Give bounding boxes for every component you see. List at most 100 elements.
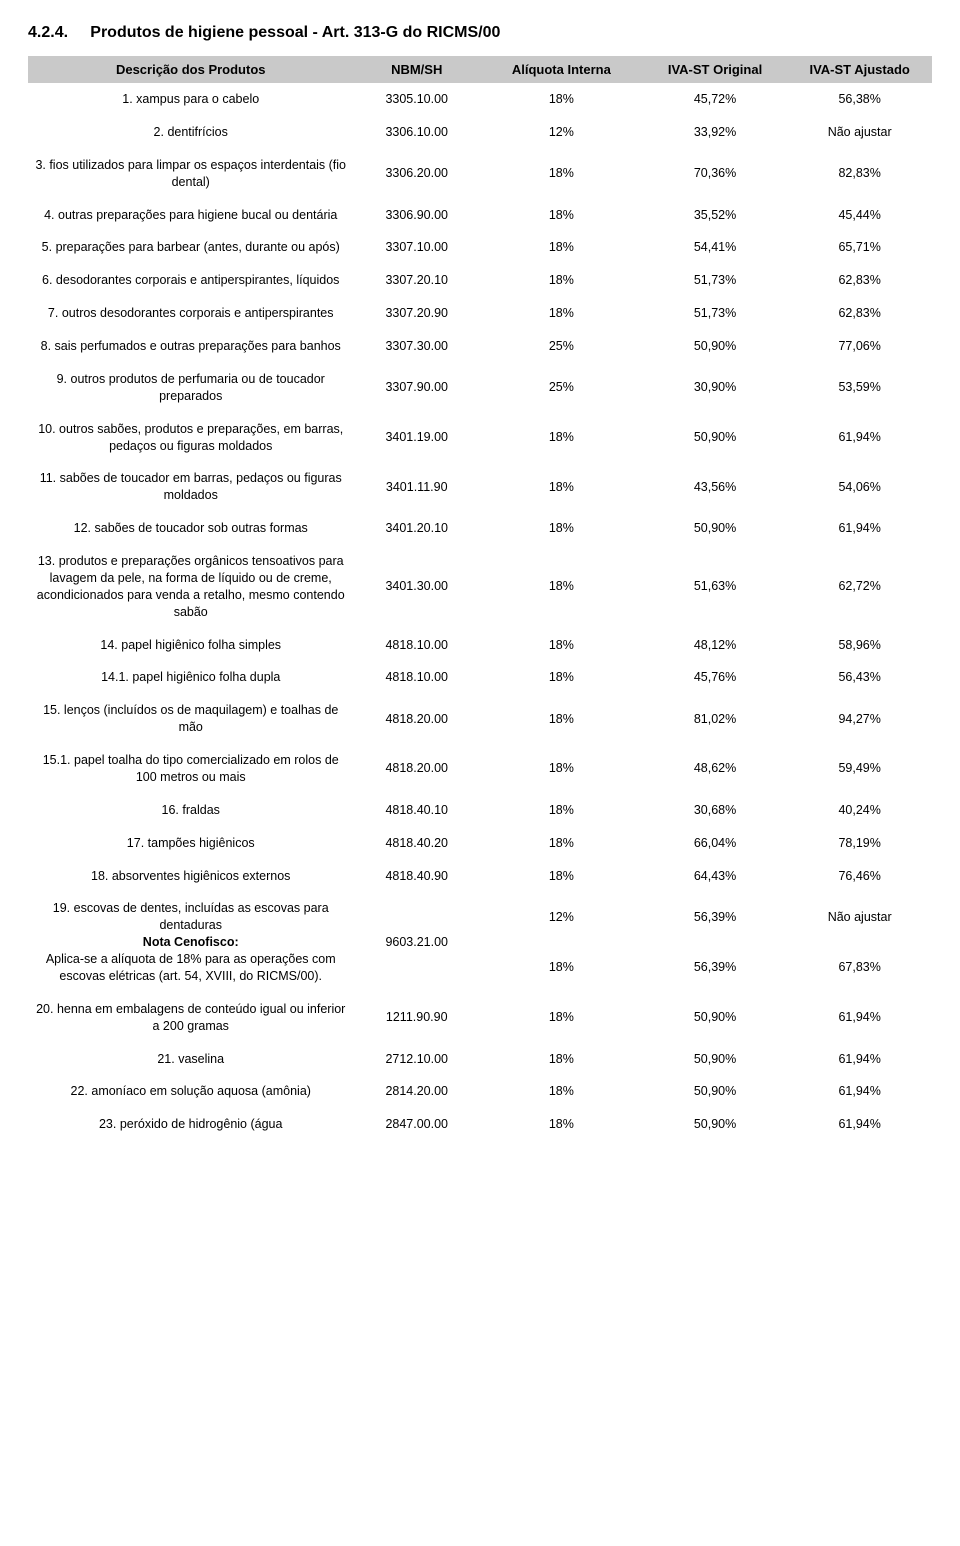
cell-iva-original: 50,90% (643, 1075, 788, 1108)
cell-iva-original: 30,68% (643, 794, 788, 827)
cell-iva-original: 51,73% (643, 264, 788, 297)
cell-desc: 15.1. papel toalha do tipo comercializad… (28, 744, 353, 794)
table-row: 3. fios utilizados para limpar os espaço… (28, 149, 932, 199)
col-iva-original: IVA-ST Original (643, 56, 788, 83)
table-row: 9. outros produtos de perfumaria ou de t… (28, 363, 932, 413)
cell-nbm: 4818.40.90 (353, 860, 480, 893)
cell-desc: 6. desodorantes corporais e antiperspira… (28, 264, 353, 297)
cell-nbm: 3307.30.00 (353, 330, 480, 363)
cell-iva-ajustado: 77,06% (787, 330, 932, 363)
cell-aliq: 12% (480, 116, 643, 149)
cell-nbm: 4818.20.00 (353, 744, 480, 794)
cell-iva-ajustado: Não ajustar (787, 116, 932, 149)
cell-iva-original: 30,90% (643, 363, 788, 413)
cell-iva-ajustado: 76,46% (787, 860, 932, 893)
cell-aliq: 18% (480, 827, 643, 860)
cell-aliq: 18% (480, 149, 643, 199)
cell-iva-ajustado: 54,06% (787, 462, 932, 512)
cell-nbm: 3306.20.00 (353, 149, 480, 199)
cell-aliq: 18% (480, 297, 643, 330)
cell-aliq: 18% (480, 462, 643, 512)
cell-iva-ajustado: 61,94% (787, 413, 932, 463)
cell-iva-original: 48,62% (643, 744, 788, 794)
cell-nbm: 4818.40.10 (353, 794, 480, 827)
cell-iva-original: 50,90% (643, 413, 788, 463)
cell-aliq: 18% (480, 1075, 643, 1108)
cell-iva-ajustado: 94,27% (787, 694, 932, 744)
cell-desc: 21. vaselina (28, 1043, 353, 1076)
cell-desc: 8. sais perfumados e outras preparações … (28, 330, 353, 363)
table-row: 5. preparações para barbear (antes, dura… (28, 231, 932, 264)
cell-nbm: 4818.20.00 (353, 694, 480, 744)
cell-iva-original: 50,90% (643, 330, 788, 363)
cell-aliq: 18% (480, 860, 643, 893)
cell-iva-original: 66,04% (643, 827, 788, 860)
cell-iva-ajustado: 61,94% (787, 993, 932, 1043)
cell-iva-original: 70,36% (643, 149, 788, 199)
cell-iva-ajustado: 65,71% (787, 231, 932, 264)
cell-aliq: 18% (480, 512, 643, 545)
cell-desc: 11. sabões de toucador em barras, pedaço… (28, 462, 353, 512)
cell-iva-ajustado: 62,72% (787, 545, 932, 629)
cell-desc: 3. fios utilizados para limpar os espaço… (28, 149, 353, 199)
cell-aliq: 18% (480, 1108, 643, 1141)
cell-aliq: 18% (480, 545, 643, 629)
cell-nbm: 2814.20.00 (353, 1075, 480, 1108)
cell-desc: 14. papel higiênico folha simples (28, 629, 353, 662)
table-row: 11. sabões de toucador em barras, pedaço… (28, 462, 932, 512)
cell-aliq: 18% (480, 1043, 643, 1076)
cell-aliq: 18% (480, 199, 643, 232)
table-row: 18. absorventes higiênicos externos4818.… (28, 860, 932, 893)
cell-iva-ajustado: 40,24% (787, 794, 932, 827)
cell-iva-ajustado: 61,94% (787, 1075, 932, 1108)
cell-iva-original: 50,90% (643, 1108, 788, 1141)
cell-aliq: 18% (480, 794, 643, 827)
cell-iva-original: 50,90% (643, 1043, 788, 1076)
cell-iva-ajustado: 58,96% (787, 629, 932, 662)
products-table: Descrição dos Produtos NBM/SH Alíquota I… (28, 56, 932, 1141)
cell-desc: 17. tampões higiênicos (28, 827, 353, 860)
table-header-row: Descrição dos Produtos NBM/SH Alíquota I… (28, 56, 932, 83)
cell-nbm: 4818.40.20 (353, 827, 480, 860)
table-row: 1. xampus para o cabelo3305.10.0018%45,7… (28, 83, 932, 116)
cell-iva-ajustado: Não ajustar (787, 892, 932, 942)
cell-nbm: 3306.90.00 (353, 199, 480, 232)
cell-iva-ajustado: 53,59% (787, 363, 932, 413)
cell-iva-original: 54,41% (643, 231, 788, 264)
cell-nbm: 2847.00.00 (353, 1108, 480, 1141)
cell-iva-ajustado: 45,44% (787, 199, 932, 232)
cell-desc: 23. peróxido de hidrogênio (água (28, 1108, 353, 1141)
cell-desc: 9. outros produtos de perfumaria ou de t… (28, 363, 353, 413)
cell-desc: 2. dentifrícios (28, 116, 353, 149)
cell-iva-ajustado: 82,83% (787, 149, 932, 199)
cell-iva-original: 50,90% (643, 993, 788, 1043)
cell-desc: 19. escovas de dentes, incluídas as esco… (28, 892, 353, 992)
cell-iva-ajustado: 62,83% (787, 297, 932, 330)
table-row: 7. outros desodorantes corporais e antip… (28, 297, 932, 330)
table-row: 2. dentifrícios3306.10.0012%33,92%Não aj… (28, 116, 932, 149)
cell-aliq: 18% (480, 943, 643, 993)
cell-nbm: 3307.20.10 (353, 264, 480, 297)
nota-cenofisco-label: Nota Cenofisco: (143, 935, 239, 949)
table-row: 4. outras preparações para higiene bucal… (28, 199, 932, 232)
cell-aliq: 25% (480, 330, 643, 363)
cell-aliq: 18% (480, 694, 643, 744)
cell-iva-original: 81,02% (643, 694, 788, 744)
cell-nbm: 3401.11.90 (353, 462, 480, 512)
cell-aliq: 18% (480, 744, 643, 794)
cell-iva-original: 33,92% (643, 116, 788, 149)
cell-iva-original: 48,12% (643, 629, 788, 662)
cell-aliq: 25% (480, 363, 643, 413)
cell-aliq: 18% (480, 264, 643, 297)
cell-nbm: 2712.10.00 (353, 1043, 480, 1076)
cell-nbm: 3401.19.00 (353, 413, 480, 463)
table-row: 20. henna em embalagens de conteúdo igua… (28, 993, 932, 1043)
cell-nbm: 3401.20.10 (353, 512, 480, 545)
cell-desc: 15. lenços (incluídos os de maquilagem) … (28, 694, 353, 744)
cell-desc: 18. absorventes higiênicos externos (28, 860, 353, 893)
cell-desc: 16. fraldas (28, 794, 353, 827)
section-title-text: Produtos de higiene pessoal - Art. 313-G… (90, 24, 500, 41)
cell-desc: 20. henna em embalagens de conteúdo igua… (28, 993, 353, 1043)
cell-aliq: 18% (480, 661, 643, 694)
cell-desc: 14.1. papel higiênico folha dupla (28, 661, 353, 694)
